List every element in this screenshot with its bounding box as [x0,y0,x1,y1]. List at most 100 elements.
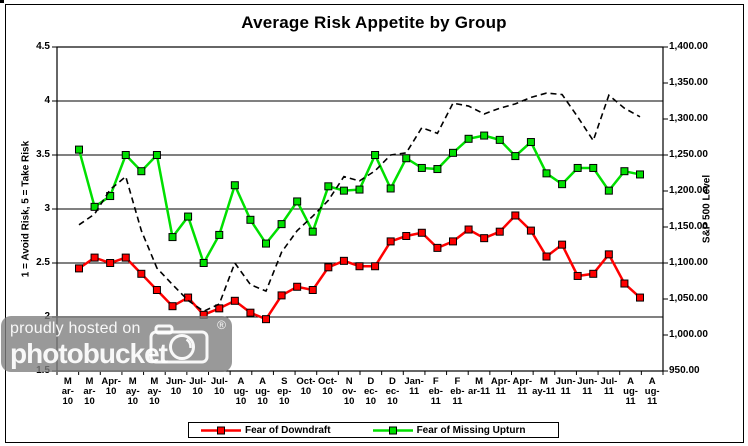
data-point-fear-of-missing-upturn [184,212,193,221]
watermark-line1: proudly hosted on [10,320,141,337]
legend-label: Fear of Missing Upturn [416,424,526,436]
x-axis-tick-label: Jan- 11 [404,376,424,397]
data-point-fear-of-downdraft [262,315,270,324]
x-axis-tick-label: Oct- 10 [318,376,338,397]
data-point-fear-of-downdraft [371,262,380,271]
data-point-fear-of-missing-upturn [449,148,457,157]
x-axis-tick-label: Jun- 11 [577,376,598,397]
x-axis-tick-label: Jul- 11 [600,376,618,397]
x-axis-tick-label: Apr- 10 [101,376,121,397]
legend-label: Fear of Downdraft [245,424,331,436]
legend-marker-fear-of-downdraft [201,426,241,434]
data-point-fear-of-missing-upturn [402,154,411,163]
corner-artifact [0,0,4,3]
data-point-fear-of-missing-upturn [324,182,333,191]
data-point-fear-of-missing-upturn [293,197,302,206]
x-axis-tick-label: Apr- 11 [512,376,533,397]
data-point-fear-of-downdraft [417,228,426,237]
data-point-fear-of-downdraft [355,262,364,271]
data-point-fear-of-missing-upturn [636,170,644,179]
right-axis-tick-label: 950.00 [669,365,700,376]
photobucket-watermark: proudly hosted on photobucket ® [1,316,232,372]
right-axis-tick-label: 1,200.00 [669,185,708,196]
watermark-line2: photobucket [10,338,168,369]
right-axis-tick-label: 1,350.00 [669,77,708,88]
data-point-fear-of-missing-upturn [495,135,504,144]
data-point-fear-of-missing-upturn [152,151,161,159]
data-point-fear-of-downdraft [106,259,115,267]
data-point-fear-of-downdraft [293,282,302,291]
data-point-fear-of-missing-upturn [75,145,83,154]
series-line-s-p-500 [78,92,641,313]
data-point-fear-of-missing-upturn [215,230,224,239]
left-axis-tick-label: 3.5 [36,149,50,160]
data-point-fear-of-downdraft [449,237,457,246]
data-point-fear-of-downdraft [386,237,395,246]
data-point-fear-of-downdraft [168,302,177,311]
data-point-fear-of-downdraft [573,271,582,280]
left-axis-tick-label: 4 [44,95,50,106]
data-point-fear-of-missing-upturn [277,220,286,229]
right-axis-tick-label: 1,250.00 [669,149,708,160]
data-point-fear-of-missing-upturn [480,131,489,140]
data-point-fear-of-downdraft [589,269,598,278]
data-point-fear-of-missing-upturn [90,202,99,211]
data-point-fear-of-missing-upturn [620,167,629,176]
camera-icon [149,324,209,364]
data-point-fear-of-downdraft [636,293,644,302]
data-point-fear-of-downdraft [495,227,504,236]
x-axis-tick-label: Jun- 10 [166,376,187,397]
right-axis-tick-label: 1,150.00 [669,221,708,232]
data-point-fear-of-downdraft [230,296,239,305]
data-point-fear-of-downdraft [152,286,161,294]
data-point-fear-of-missing-upturn [262,239,270,248]
data-point-fear-of-missing-upturn [308,227,317,236]
right-axis-tick-label: 1,300.00 [669,113,708,124]
data-point-fear-of-downdraft [464,225,473,234]
x-axis-tick-label: Jun- 11 [555,376,576,397]
data-point-fear-of-downdraft [90,253,99,262]
data-point-fear-of-missing-upturn [464,134,473,143]
data-point-fear-of-missing-upturn [168,233,177,242]
legend: Fear of Downdraft Fear of Missing Upturn [188,422,559,438]
data-point-fear-of-missing-upturn [573,163,582,172]
registered-mark: ® [217,318,226,332]
data-point-fear-of-downdraft [433,243,442,252]
left-axis-tick-label: 2.5 [36,257,50,268]
x-axis-tick-label: Jul- 10 [189,376,207,397]
chart-outer-border [5,4,744,443]
data-point-fear-of-downdraft [339,256,348,265]
watermark-text: proudly hosted on photobucket [10,320,168,369]
data-point-fear-of-missing-upturn [199,259,208,267]
data-point-fear-of-missing-upturn [558,180,567,189]
data-point-fear-of-downdraft [511,211,520,220]
data-point-fear-of-missing-upturn [246,215,255,224]
data-point-fear-of-downdraft [277,291,286,300]
chart-title: Average Risk Appetite by Group [241,13,507,32]
data-point-fear-of-downdraft [604,250,613,259]
legend-item-fear-of-missing-upturn: Fear of Missing Upturn [372,424,526,436]
data-point-fear-of-missing-upturn [589,163,598,172]
data-point-fear-of-missing-upturn [604,186,613,195]
data-point-fear-of-missing-upturn [433,165,442,174]
data-point-fear-of-downdraft [480,234,489,243]
data-point-fear-of-downdraft [542,252,551,261]
legend-marker-fear-of-missing-upturn [372,426,413,434]
data-point-fear-of-missing-upturn [386,184,395,193]
right-axis-tick-label: 1,100.00 [669,257,708,268]
data-point-fear-of-downdraft [246,308,255,317]
data-point-fear-of-missing-upturn [417,163,426,172]
